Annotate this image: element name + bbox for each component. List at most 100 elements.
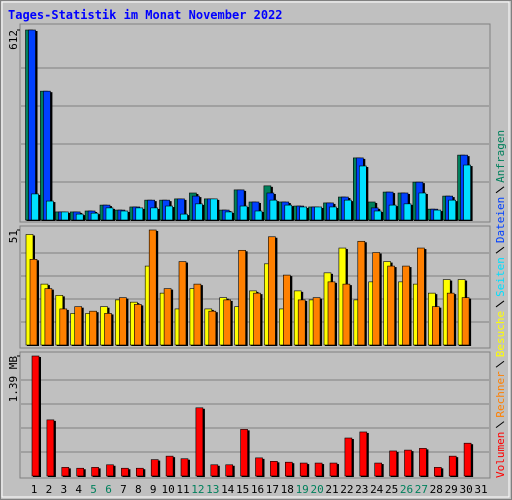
bar (29, 259, 38, 346)
bar (240, 429, 248, 477)
bar (433, 209, 442, 221)
bar (31, 193, 39, 221)
bar (180, 213, 188, 221)
bar (268, 236, 276, 346)
bar (403, 203, 412, 221)
x-tick-label: 13 (206, 483, 219, 496)
bar (312, 297, 321, 346)
bar (121, 467, 129, 477)
y-tick-label: 1.39 MB (7, 356, 20, 403)
x-tick-label: 30 (459, 483, 472, 496)
bar (150, 459, 159, 477)
bar (269, 199, 278, 221)
bar (404, 449, 412, 477)
bar (431, 306, 440, 346)
bar (89, 310, 97, 346)
legend-entry: Besuche (494, 311, 507, 357)
bar (284, 204, 293, 221)
bar (165, 455, 174, 477)
bar (28, 29, 36, 221)
x-tick-label: 26 (400, 483, 413, 496)
bar (359, 431, 368, 477)
x-tick-label: 9 (150, 483, 157, 496)
legend-separator (495, 186, 505, 194)
bar (253, 292, 261, 346)
x-tick-label: 18 (281, 483, 294, 496)
bar (448, 455, 457, 477)
bar (373, 210, 382, 221)
bar (402, 265, 410, 346)
bar (163, 288, 172, 346)
legend-entry: Seiten (494, 257, 507, 297)
bar (463, 164, 471, 221)
bar (372, 252, 381, 346)
bar (44, 288, 53, 346)
bar (193, 283, 202, 346)
x-tick-label: 23 (355, 483, 368, 496)
x-tick-label: 24 (370, 483, 384, 496)
x-tick-label: 8 (135, 483, 142, 496)
bar (270, 461, 278, 477)
bar (90, 212, 99, 221)
bar (46, 200, 54, 221)
x-tick-label: 28 (430, 483, 443, 496)
bar (463, 442, 472, 477)
legend-entry: Anfragen (494, 130, 507, 183)
bar (46, 419, 55, 477)
bar (417, 247, 425, 346)
x-tick-label: 4 (75, 483, 82, 496)
bar (342, 283, 351, 346)
x-tick-label: 25 (385, 483, 398, 496)
bar (119, 297, 127, 346)
bar (104, 313, 112, 346)
bar (461, 297, 470, 346)
bar (314, 462, 323, 477)
bar (120, 210, 129, 221)
x-tick-label: 11 (176, 483, 189, 496)
bar (180, 458, 189, 477)
x-tick-label: 5 (90, 483, 97, 496)
x-tick-label: 31 (474, 483, 487, 496)
bar (357, 240, 366, 346)
x-tick-label: 29 (445, 483, 458, 496)
bar (448, 199, 457, 221)
bar (329, 206, 337, 221)
bar (31, 355, 40, 477)
bar (389, 450, 397, 477)
legend-entry: Rechner (494, 371, 507, 418)
bar (225, 464, 233, 477)
bar (91, 467, 99, 477)
bar (238, 249, 246, 346)
bar (43, 90, 51, 221)
bar (165, 205, 173, 221)
bar (239, 205, 248, 221)
chart-title: Tages-Statistik im Monat November 2022 (8, 8, 283, 22)
x-tick-label: 20 (310, 483, 323, 496)
bar (299, 462, 308, 477)
bar (195, 407, 204, 477)
legend-entry: Dateien (494, 197, 507, 243)
bar (419, 448, 427, 477)
legend-separator (495, 246, 505, 254)
x-tick-label: 6 (105, 483, 112, 496)
bar (195, 203, 203, 221)
bar (297, 299, 306, 346)
bar (106, 464, 114, 477)
bar (327, 281, 336, 346)
panel (19, 23, 491, 223)
x-tick-label: 3 (60, 483, 67, 496)
bar (135, 207, 144, 221)
bar (284, 461, 293, 477)
legend-separator (495, 360, 505, 368)
bar (344, 437, 353, 477)
x-tick-label: 27 (415, 483, 428, 496)
bar (210, 464, 219, 477)
bar (387, 265, 395, 346)
x-tick-label: 19 (296, 483, 309, 496)
bar (282, 274, 291, 346)
bar (329, 462, 338, 477)
bar (224, 211, 233, 221)
bar (148, 229, 157, 346)
